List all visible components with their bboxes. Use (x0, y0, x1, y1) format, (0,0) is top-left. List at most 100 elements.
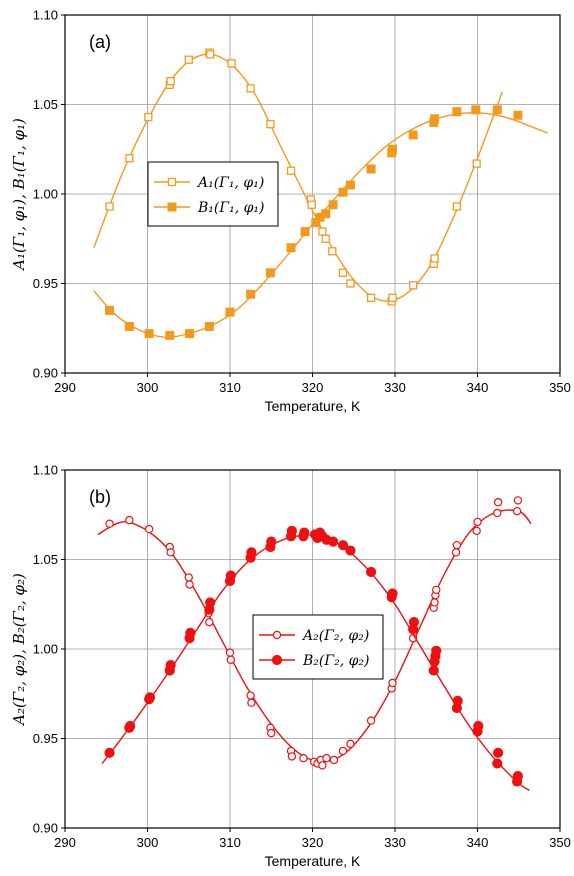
y-tick-label: 0.90 (33, 821, 58, 836)
plot-frame (64, 14, 561, 374)
data-point-0-0-0 (105, 202, 114, 211)
data-point-1-1-42 (492, 758, 503, 769)
legend-box (147, 161, 279, 227)
data-point-1-0-36 (472, 526, 481, 536)
x-tick-label: 320 (302, 380, 324, 395)
data-point-1-0-12 (247, 698, 256, 707)
data-point-1-0-10 (226, 655, 236, 664)
data-point-0-1-16 (345, 180, 355, 190)
data-point-1-0-31 (430, 598, 439, 607)
data-point-1-1-43 (493, 747, 504, 758)
data-point-1-1-14 (246, 547, 257, 558)
y-tick-label: 0.95 (33, 731, 58, 746)
data-point-0-0-10 (266, 120, 275, 129)
data-point-0-0-7 (206, 50, 215, 59)
data-point-1-1-2 (125, 720, 136, 732)
data-point-1-0-21 (318, 761, 327, 770)
series-0-0 (93, 48, 503, 306)
data-point-1-1-10 (205, 597, 216, 608)
plot-frame (64, 469, 561, 829)
x-axis-label: Temperature, K (265, 853, 361, 869)
x-tick-label: 350 (549, 380, 571, 395)
data-point-legend-0-1 (167, 202, 177, 212)
series-0-1 (93, 105, 548, 340)
data-point-0-0-11 (286, 166, 296, 175)
y-tick-label: 1.05 (33, 97, 58, 112)
data-point-1-1-20 (299, 527, 310, 538)
legend-label: A₁(Γ₁, φ₁) (196, 175, 264, 191)
data-point-1-0-5 (184, 573, 193, 582)
data-point-0-1-1 (124, 321, 134, 331)
data-point-0-1-2 (144, 329, 154, 339)
data-point-1-0-6 (185, 580, 194, 589)
data-point-0-0-15 (321, 234, 330, 243)
data-point-0-1-17 (366, 164, 376, 174)
y-tick-label: 1.00 (33, 642, 58, 657)
data-point-1-0-4 (166, 548, 175, 557)
x-tick-label: 310 (219, 380, 241, 395)
data-point-1-0-11 (246, 691, 255, 700)
data-point-0-0-22 (408, 281, 418, 290)
x-tick-label: 310 (219, 835, 241, 850)
data-point-0-1-22 (430, 114, 440, 124)
data-point-0-0-26 (472, 159, 481, 168)
data-point-1-1-31 (387, 588, 398, 599)
data-point-0-0-19 (366, 293, 376, 302)
x-tick-label: 300 (137, 835, 159, 850)
data-point-1-0-25 (346, 739, 355, 749)
data-point-0-0-9 (246, 84, 255, 93)
x-tick-label: 300 (137, 380, 159, 395)
data-point-0-1-25 (492, 105, 502, 115)
data-point-1-1-34 (428, 665, 439, 676)
data-point-legend-1-1 (271, 654, 283, 666)
data-point-0-1-8 (265, 268, 275, 278)
data-point-legend-1-0 (272, 630, 282, 640)
data-point-1-1-26 (328, 536, 339, 547)
data-point-0-1-13 (321, 209, 331, 219)
legend-label: B₁(Γ₁, φ₁) (197, 200, 264, 216)
data-point-1-1-4 (144, 692, 156, 703)
legend-label: A₂(Γ₂, φ₂) (301, 628, 369, 644)
data-point-0-0-16 (328, 247, 337, 256)
legend-label: B₂(Γ₂, φ₂) (302, 653, 369, 669)
data-point-1-1-27 (337, 540, 349, 551)
data-point-1-1-0 (104, 747, 115, 758)
data-point-0-0-5 (184, 55, 193, 64)
data-point-1-0-2 (144, 524, 154, 534)
data-point-0-1-10 (300, 227, 310, 237)
data-point-1-0-0 (105, 519, 114, 528)
y-tick-label: 1.00 (33, 187, 58, 202)
series-1-1 (101, 525, 530, 792)
data-point-1-1-45 (512, 770, 524, 782)
data-point-1-1-39 (452, 695, 463, 707)
data-point-1-0-28 (388, 678, 397, 688)
data-point-legend-0-0 (167, 177, 177, 187)
data-point-0-1-0 (105, 305, 115, 315)
data-point-0-1-14 (328, 200, 338, 210)
y-tick-label: 1.05 (33, 552, 58, 567)
x-tick-label: 290 (54, 835, 76, 850)
data-point-0-0-2 (144, 112, 153, 122)
data-point-1-0-14 (267, 728, 276, 738)
data-point-0-0-14 (318, 227, 327, 236)
data-point-1-0-17 (299, 753, 308, 763)
data-point-0-1-9 (286, 243, 296, 253)
x-tick-label: 340 (467, 835, 489, 850)
y-tick-label: 1.10 (33, 8, 58, 23)
y-axis-label: A₁(Γ₁, φ₁), B₁(Γ₁, φ₁) (10, 118, 28, 272)
data-point-1-0-1 (125, 515, 134, 525)
data-point-1-1-8 (185, 627, 196, 638)
data-point-1-1-28 (345, 545, 356, 556)
data-point-0-1-23 (452, 107, 462, 117)
x-tick-label: 330 (384, 380, 406, 395)
data-point-1-0-34 (451, 548, 461, 557)
data-point-1-0-40 (512, 506, 522, 516)
data-point-0-0-4 (166, 77, 175, 86)
data-point-1-0-37 (473, 517, 482, 527)
data-point-1-1-12 (225, 570, 236, 581)
data-point-0-1-15 (338, 187, 348, 197)
data-point-1-0-16 (287, 752, 297, 761)
x-tick-label: 330 (384, 835, 406, 850)
data-point-1-1-33 (408, 617, 420, 628)
